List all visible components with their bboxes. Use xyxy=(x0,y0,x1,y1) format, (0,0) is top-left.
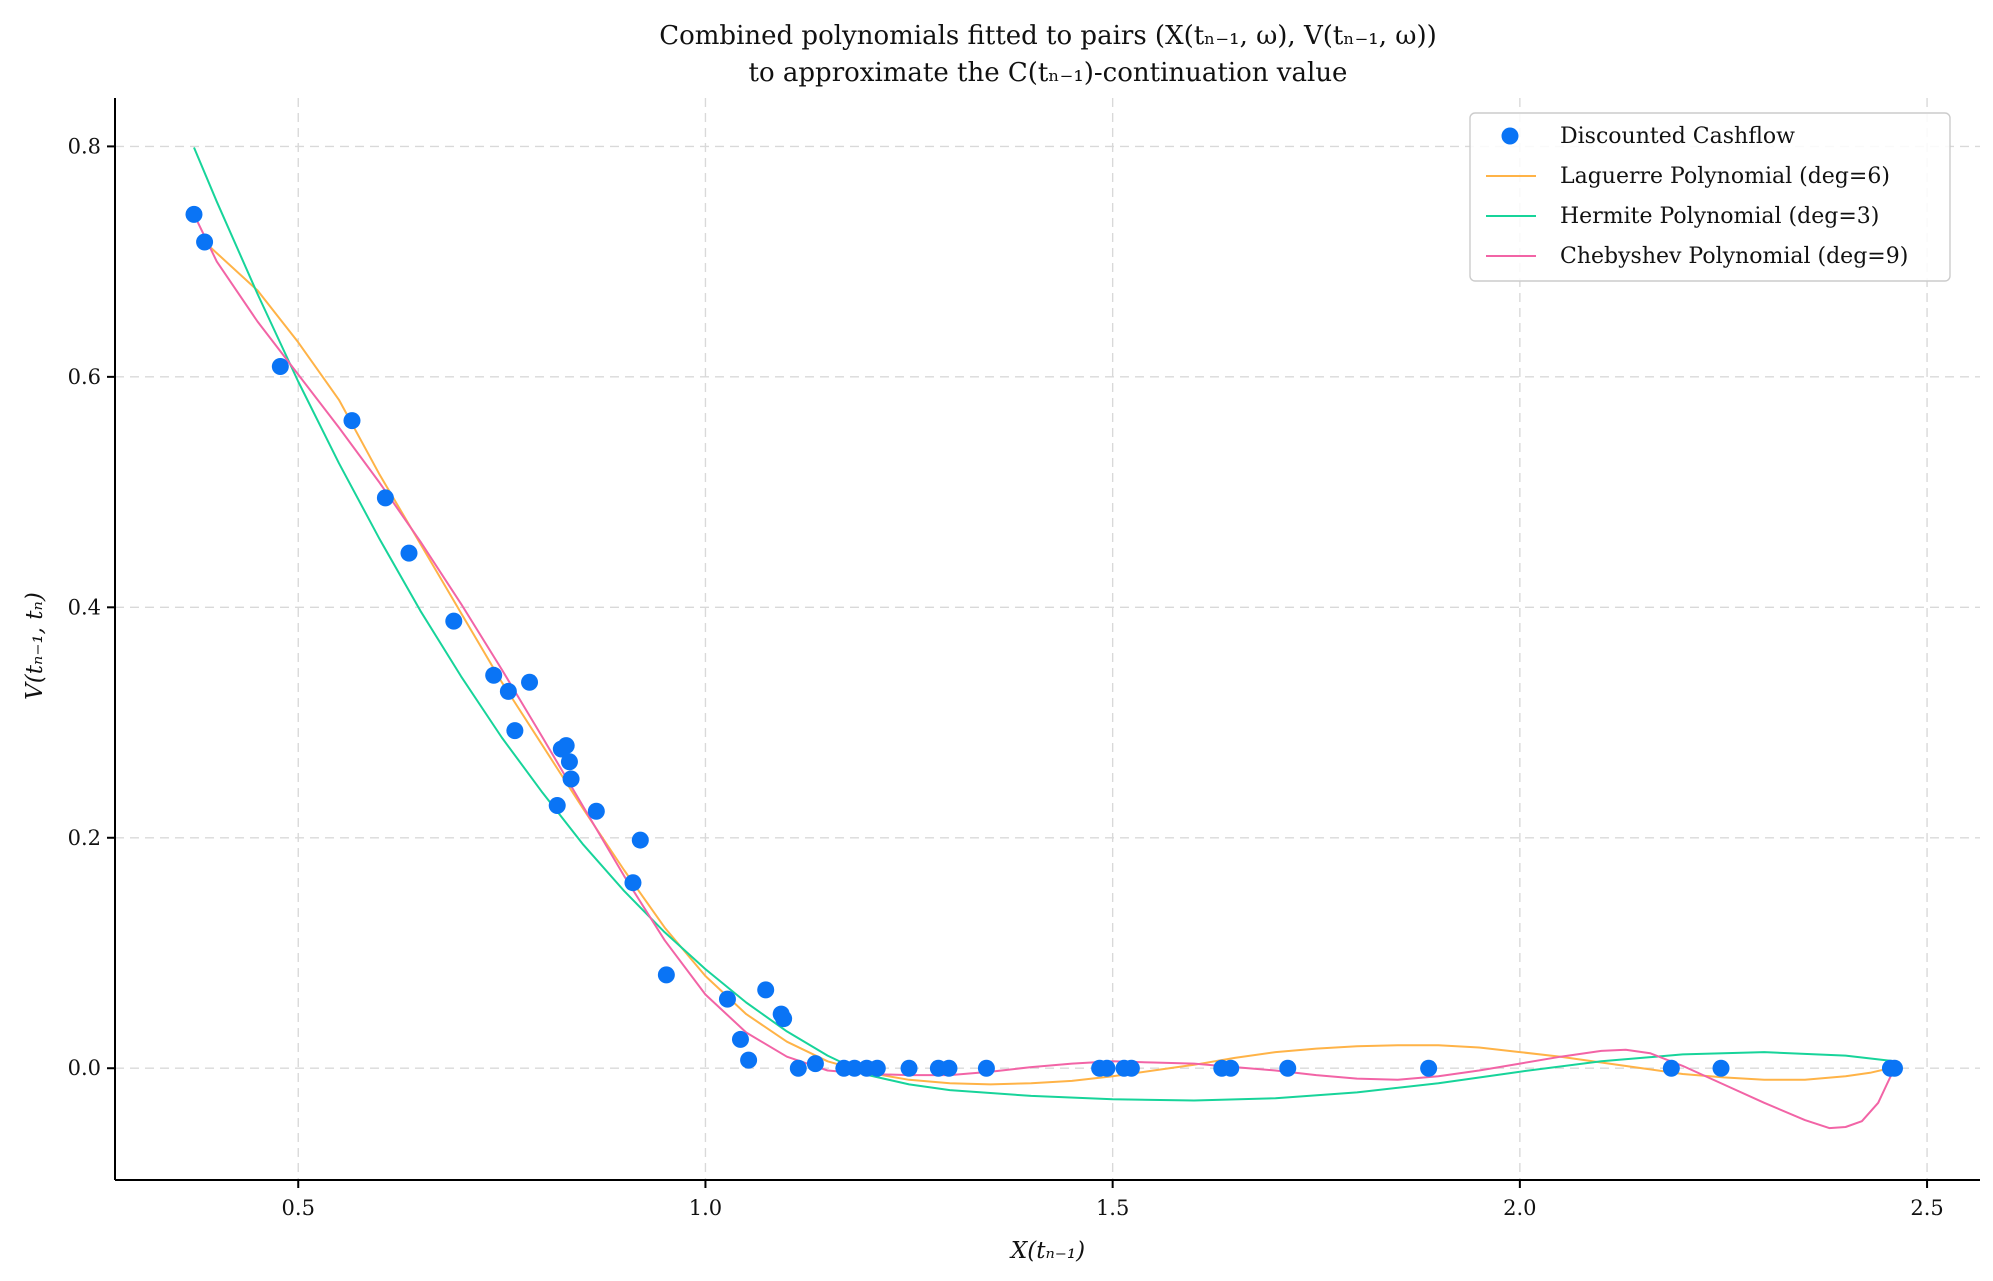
cashflow-point xyxy=(376,489,394,507)
legend-frame xyxy=(1469,112,1951,282)
cashflow-point xyxy=(548,797,566,815)
cashflow-point xyxy=(624,874,642,892)
cashflow-point xyxy=(1122,1059,1140,1077)
plot-area xyxy=(185,147,1903,1130)
cashflow-point xyxy=(506,722,524,740)
y-tick-label: 0.4 xyxy=(68,595,101,619)
cashflow-point xyxy=(1885,1059,1903,1077)
chart-title-line-2: to approximate the C(tₙ₋₁)-continuation … xyxy=(749,58,1348,88)
cashflow-point xyxy=(1712,1059,1730,1077)
x-axis-label: X(tₙ₋₁) xyxy=(1009,1238,1085,1264)
cashflow-point xyxy=(740,1051,758,1069)
cashflow-point xyxy=(400,544,418,562)
laguerre-line xyxy=(203,241,1895,1086)
chart-title: Combined polynomials fitted to pairs (X(… xyxy=(659,21,1437,88)
cashflow-point xyxy=(977,1059,995,1077)
chebyshev-line xyxy=(193,213,1896,1130)
cashflow-point xyxy=(1222,1059,1240,1077)
cashflow-point xyxy=(731,1030,749,1048)
cashflow-point xyxy=(445,612,463,630)
cashflow-point xyxy=(271,357,289,375)
y-axis-label: V(tₙ₋₁, tₙ) xyxy=(22,592,48,700)
axes xyxy=(114,98,1980,1181)
cashflow-point xyxy=(868,1059,886,1077)
y-tick-label: 0.8 xyxy=(68,134,101,158)
cashflow-point xyxy=(587,802,605,820)
cashflow-point xyxy=(806,1055,824,1073)
cashflow-point xyxy=(900,1059,918,1077)
legend-label-hermite: Hermite Polynomial (deg=3) xyxy=(1560,204,1879,229)
cashflow-point xyxy=(845,1059,863,1077)
cashflow-point xyxy=(185,205,203,223)
cashflow-point xyxy=(1098,1059,1116,1077)
cashflow-point xyxy=(557,737,575,755)
cashflow-point xyxy=(1279,1059,1297,1077)
legend-label-chebyshev: Chebyshev Polynomial (deg=9) xyxy=(1560,244,1908,269)
x-tick-label: 0.5 xyxy=(282,1196,315,1220)
cashflow-point xyxy=(631,831,649,849)
cashflow-point xyxy=(562,770,580,788)
legend: Discounted Cashflow Laguerre Polynomial (… xyxy=(1469,112,1951,282)
legend-label-laguerre: Laguerre Polynomial (deg=6) xyxy=(1560,164,1890,189)
legend-label-discounted: Discounted Cashflow xyxy=(1560,124,1795,149)
x-tick-label: 1.5 xyxy=(1096,1196,1129,1220)
cashflow-point xyxy=(343,412,361,430)
y-tick-label: 0.2 xyxy=(68,826,101,850)
ticks: 0.5 1.0 1.5 2.0 2.5 0.0 0.2 0.4 0.6 0.8 xyxy=(68,134,1944,1220)
cashflow-point xyxy=(718,990,736,1008)
cashflow-point xyxy=(1662,1059,1680,1077)
x-tick-label: 2.0 xyxy=(1503,1196,1536,1220)
cashflow-point xyxy=(940,1059,958,1077)
cashflow-point xyxy=(560,753,578,771)
chart-title-line-1: Combined polynomials fitted to pairs (X(… xyxy=(659,21,1437,51)
legend-marker-discounted xyxy=(1501,127,1519,145)
x-tick-label: 1.0 xyxy=(689,1196,722,1220)
cashflow-point xyxy=(757,981,775,999)
cashflow-point xyxy=(775,1010,793,1028)
cashflow-point xyxy=(485,666,503,684)
hermite-line xyxy=(193,147,1895,1102)
cashflow-point xyxy=(499,682,517,700)
cashflow-point xyxy=(657,966,675,984)
cashflow-point xyxy=(196,233,214,251)
x-tick-label: 2.5 xyxy=(1910,1196,1943,1220)
y-tick-label: 0.6 xyxy=(68,365,101,389)
cashflow-point xyxy=(521,673,539,691)
y-tick-label: 0.0 xyxy=(68,1056,101,1080)
legend-entries: Discounted Cashflow Laguerre Polynomial (… xyxy=(1486,124,1908,269)
cashflow-point xyxy=(789,1059,807,1077)
cashflow-point xyxy=(1420,1059,1438,1077)
